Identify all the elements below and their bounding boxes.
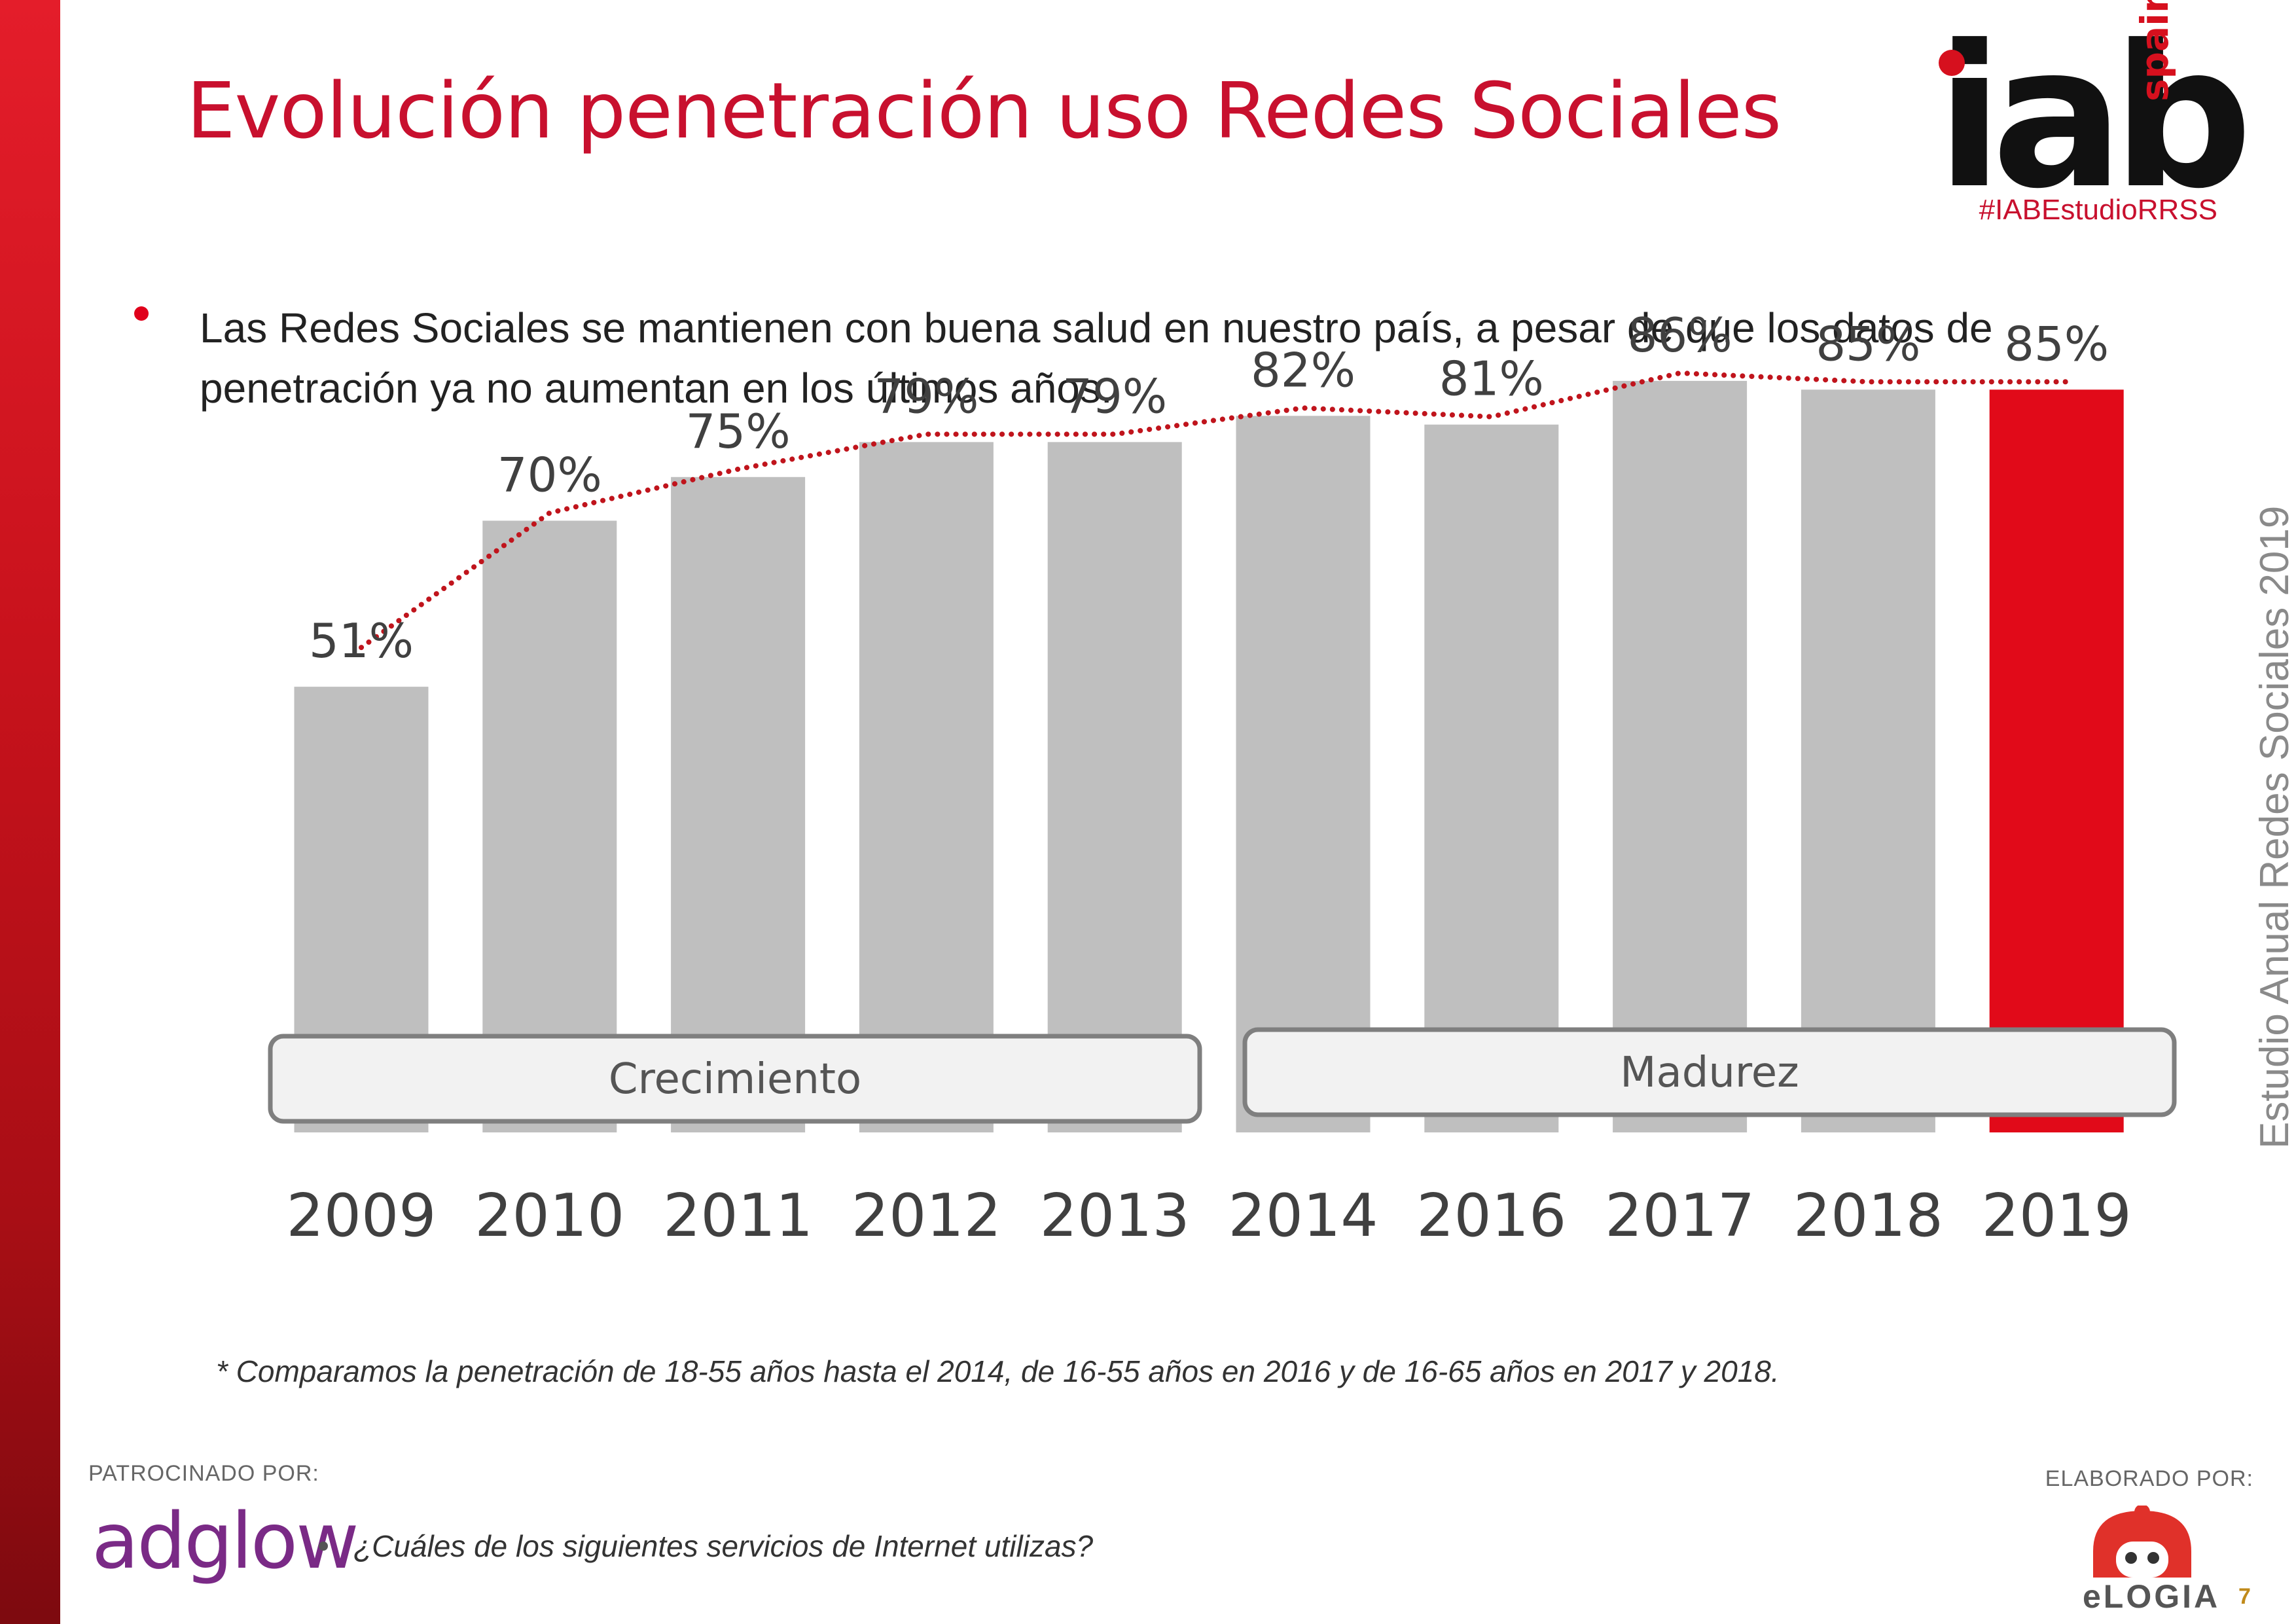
survey-question: ¿Cuáles de los siguientes servicios de I… bbox=[353, 1529, 1094, 1563]
value-label-2013: 79% bbox=[1062, 369, 1167, 424]
bar-2019 bbox=[1989, 389, 2124, 1132]
category-label-2011: 2011 bbox=[663, 1182, 813, 1250]
iab-spain-logo: iab spain bbox=[1936, 0, 2253, 236]
left-decorative-band bbox=[0, 0, 60, 1624]
category-label-2019: 2019 bbox=[1982, 1182, 2132, 1250]
value-label-2016: 81% bbox=[1439, 352, 1544, 406]
bar-2012 bbox=[859, 442, 994, 1132]
bar-2016 bbox=[1424, 424, 1559, 1132]
category-label-2012: 2012 bbox=[852, 1182, 1001, 1250]
category-label-2010: 2010 bbox=[475, 1182, 624, 1250]
elogia-mascot-icon bbox=[2093, 1506, 2191, 1578]
adglow-logo-dot bbox=[319, 1542, 328, 1551]
bar-2018 bbox=[1801, 389, 1935, 1132]
value-label-2019: 85% bbox=[2004, 316, 2109, 371]
logo-text: iab bbox=[1936, 3, 2253, 232]
adglow-logo: adglow bbox=[92, 1496, 359, 1586]
category-label-2017: 2017 bbox=[1605, 1182, 1755, 1250]
page-number: 7 bbox=[2238, 1584, 2251, 1609]
bar-2014 bbox=[1236, 416, 1371, 1132]
footnote: * Comparamos la penetración de 18-55 año… bbox=[216, 1354, 1780, 1388]
phase-box-crecimiento bbox=[268, 1034, 1202, 1124]
value-label-2014: 82% bbox=[1251, 342, 1355, 397]
bar-2013 bbox=[1047, 442, 1182, 1132]
phase-label-madurez: Madurez bbox=[1620, 1049, 1799, 1097]
category-label-2018: 2018 bbox=[1793, 1182, 1943, 1250]
bullet-icon bbox=[134, 306, 149, 321]
logo-dot bbox=[1939, 50, 1965, 76]
bar-2010 bbox=[482, 520, 617, 1132]
bullet-text: Las Redes Sociales se mantienen con buen… bbox=[200, 304, 1993, 412]
page-title: Evolución penetración uso Redes Sociales bbox=[187, 65, 1782, 156]
elogia-logo-text: eLOGIA bbox=[2083, 1578, 2221, 1615]
category-label-2009: 2009 bbox=[286, 1182, 436, 1250]
phase-box-madurez bbox=[1242, 1027, 2177, 1117]
value-label-2018: 85% bbox=[1816, 316, 1920, 371]
made-by-label: ELABORADO POR: bbox=[2045, 1466, 2253, 1491]
value-label-2011: 75% bbox=[686, 404, 791, 459]
category-label-2014: 2014 bbox=[1228, 1182, 1378, 1250]
value-label-2010: 70% bbox=[497, 448, 602, 503]
hashtag: #IABEstudioRRSS bbox=[1979, 194, 2217, 226]
value-label-2012: 79% bbox=[874, 369, 978, 424]
bar-2011 bbox=[671, 477, 806, 1132]
bar-2017 bbox=[1613, 380, 1748, 1132]
category-label-2013: 2013 bbox=[1040, 1182, 1190, 1250]
phase-label-crecimiento: Crecimiento bbox=[609, 1055, 861, 1104]
category-label-2016: 2016 bbox=[1416, 1182, 1566, 1250]
sponsor-label: PATROCINADO POR: bbox=[88, 1461, 319, 1486]
value-label-2017: 86% bbox=[1628, 308, 1732, 363]
value-label-2009: 51% bbox=[309, 613, 414, 668]
